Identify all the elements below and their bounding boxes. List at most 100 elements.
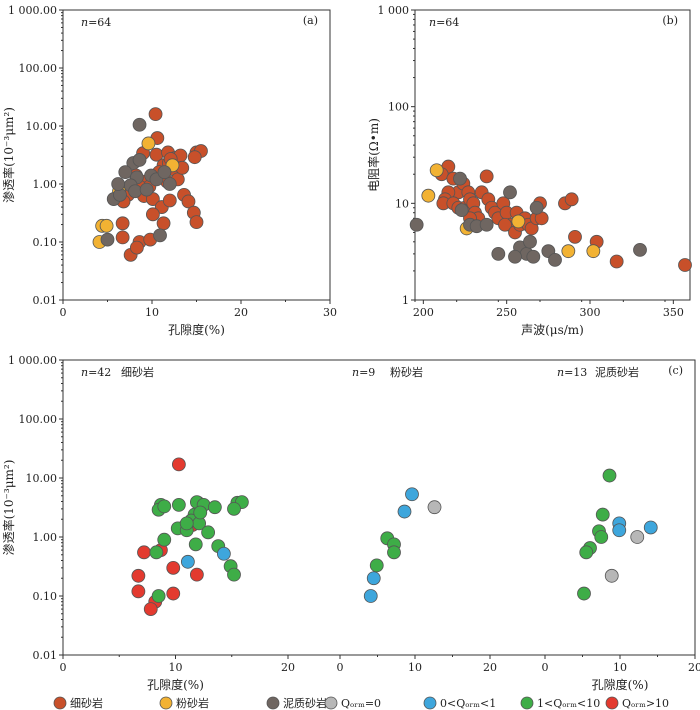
data-point	[162, 177, 177, 191]
data-point	[156, 216, 171, 231]
data-point	[132, 153, 147, 167]
data-point	[429, 163, 444, 178]
x-tick-label: 0	[337, 661, 344, 674]
legend-label: 粉砂岩	[176, 696, 209, 710]
data-point	[678, 258, 692, 272]
data-point	[137, 545, 151, 560]
data-point	[157, 165, 172, 180]
data-point	[201, 525, 216, 540]
data-point	[132, 117, 147, 132]
data-point	[405, 487, 419, 502]
data-point	[189, 567, 204, 582]
data-point	[498, 217, 512, 232]
data-point	[157, 532, 172, 547]
x-tick-label: 10	[169, 661, 183, 674]
data-point	[131, 584, 146, 599]
data-point	[118, 165, 133, 180]
panel-label-a: (a)	[303, 14, 318, 27]
x-axis-label-b: 声波(μs/m)	[521, 323, 584, 337]
x-axis-label-c2: 孔隙度(%)	[592, 677, 649, 692]
data-point	[129, 240, 144, 255]
x-tick-label: 300	[580, 306, 601, 319]
data-point	[216, 546, 231, 561]
rock-label-c1: 粉砂岩	[390, 365, 423, 379]
y-tick-label: 100.00	[19, 413, 58, 426]
data-point	[115, 216, 130, 231]
y-tick-label: 1 000.00	[8, 4, 57, 17]
data-point	[148, 107, 163, 122]
n-label-c2: n=13	[557, 366, 587, 379]
data-point	[166, 586, 181, 601]
data-point	[595, 507, 610, 522]
x-tick-label: 10	[408, 661, 422, 674]
legend-label: 1<Qₒᵣₘ<10	[537, 697, 600, 710]
data-point	[188, 537, 203, 552]
data-point	[111, 177, 126, 191]
data-point	[171, 457, 186, 472]
data-point	[564, 192, 579, 207]
y-tick-label: 10	[395, 197, 409, 210]
data-point	[139, 182, 154, 197]
y-tick-label: 1.00	[33, 178, 58, 191]
rock-label-c0: 细砂岩	[121, 365, 154, 379]
data-point	[421, 188, 436, 203]
y-tick-label: 0.10	[33, 236, 58, 249]
data-point	[115, 230, 130, 245]
y-tick-label: 1 000.00	[8, 354, 57, 367]
data-point	[193, 505, 208, 520]
data-point	[479, 217, 494, 232]
data-point	[207, 500, 222, 515]
x-tick-label: 250	[496, 306, 517, 319]
data-point	[511, 214, 526, 229]
data-point	[387, 545, 401, 560]
data-point	[561, 244, 576, 259]
data-point	[612, 523, 627, 538]
legend-label: 细砂岩	[70, 696, 103, 710]
data-point	[153, 228, 167, 243]
data-point	[604, 568, 619, 583]
legend-marker	[605, 696, 619, 710]
y-tick-label: 1 000	[378, 4, 410, 17]
data-point	[149, 545, 164, 560]
data-point	[162, 193, 177, 208]
legend-marker	[53, 696, 67, 710]
data-point	[131, 568, 146, 583]
y-tick-label: 10.00	[26, 472, 58, 485]
y-axis-label-b: 电阻率(Ω•m)	[366, 118, 381, 192]
legend-marker	[324, 696, 338, 710]
panel-label-c: (c)	[668, 364, 683, 377]
data-point	[227, 501, 241, 516]
data-point	[171, 497, 186, 512]
x-tick-label: 0	[60, 661, 67, 674]
y-tick-label: 100	[388, 101, 409, 114]
data-point	[529, 200, 544, 215]
data-point	[100, 232, 115, 247]
n-label-c1: n=9	[352, 366, 375, 379]
data-point	[633, 242, 647, 257]
data-point	[602, 468, 617, 483]
data-point	[151, 589, 166, 603]
y-tick-label: 0.01	[33, 649, 58, 662]
data-point	[427, 500, 442, 515]
n-label-b: n=64	[429, 16, 459, 29]
n-label-a: n=64	[81, 16, 111, 29]
y-axis-label-a: 渗透率(10⁻³μm²)	[1, 107, 16, 203]
data-point	[630, 530, 645, 544]
data-point	[128, 184, 142, 199]
data-point	[145, 207, 160, 222]
legend-label: Qₒᵣₘ>10	[622, 697, 669, 710]
legend-label: 泥质砂岩	[283, 696, 327, 710]
data-point	[166, 560, 181, 575]
data-point	[397, 504, 412, 519]
n-label-c0: n=42	[81, 366, 111, 379]
x-tick-label: 10	[145, 306, 159, 319]
x-tick-label: 350	[663, 306, 684, 319]
data-point	[187, 150, 202, 165]
data-point	[609, 254, 624, 269]
x-tick-label: 20	[483, 661, 497, 674]
legend-label: 0<Qₒᵣₘ<1	[440, 697, 496, 710]
data-point	[143, 602, 158, 616]
data-point	[363, 589, 378, 603]
data-point	[579, 545, 594, 560]
